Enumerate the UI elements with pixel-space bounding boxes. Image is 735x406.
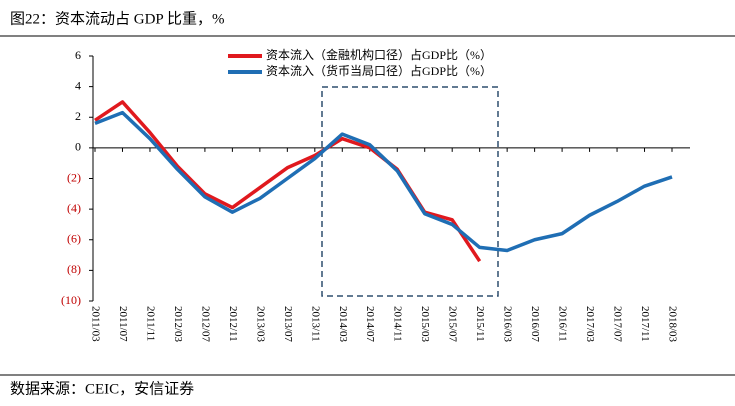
x-tick-label: 2017/07 [612, 306, 624, 343]
highlight-box [321, 86, 499, 297]
x-tick-label: 2012/11 [227, 306, 239, 342]
y-tick-label: (6) [67, 232, 81, 246]
x-tick-label: 2016/11 [557, 306, 569, 342]
series-line [94, 100, 482, 263]
x-tick-label: 2018/03 [666, 306, 678, 343]
x-tick-label: 2011/03 [89, 306, 101, 342]
x-tick-label: 2011/11 [144, 306, 156, 341]
x-tick-label: 2016/07 [529, 306, 541, 343]
series-line [94, 110, 673, 253]
y-tick-label: (8) [67, 262, 81, 276]
x-tick-label: 2014/11 [392, 306, 404, 342]
x-tick-label: 2013/07 [282, 306, 294, 343]
y-tick-label: 6 [75, 48, 81, 62]
y-tick-label: (10) [61, 293, 81, 307]
x-tick-label: 2017/03 [584, 306, 596, 343]
legend-label: 资本流入（金融机构口径）占GDP比（%） [266, 47, 492, 62]
x-tick-label: 2013/03 [254, 306, 266, 343]
x-tick-label: 2014/07 [364, 306, 376, 343]
y-tick-label: 4 [75, 78, 81, 92]
y-tick-label: 2 [75, 109, 81, 123]
x-tick-label: 2012/07 [199, 306, 211, 343]
x-tick-label: 2015/03 [419, 306, 431, 343]
x-tick-label: 2016/03 [502, 306, 514, 343]
x-tick-label: 2014/03 [337, 306, 349, 343]
x-tick-label: 2012/03 [172, 306, 184, 343]
legend-label: 资本流入（货币当局口径）占GDP比（%） [266, 63, 492, 78]
x-tick-label: 2015/11 [474, 306, 486, 342]
source: 数据来源：CEIC，安信证券 [10, 380, 194, 397]
x-tick-label: 2017/11 [639, 306, 651, 342]
y-tick-label: (2) [67, 170, 81, 184]
x-tick-label: 2013/11 [309, 306, 321, 342]
chart-title: 图22：资本流动占 GDP 比重，% [10, 10, 224, 27]
y-tick-label: (4) [67, 201, 81, 215]
y-tick-label: 0 [75, 140, 81, 154]
x-tick-label: 2011/07 [117, 306, 129, 342]
x-tick-label: 2015/07 [447, 306, 459, 343]
